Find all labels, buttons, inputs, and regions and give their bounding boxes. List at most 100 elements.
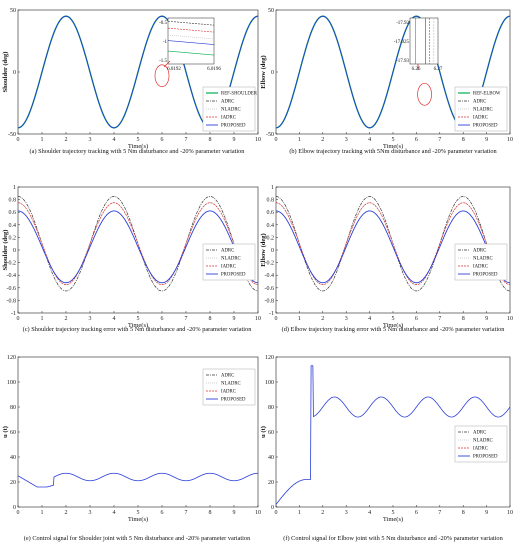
inset-y-tick-label: -17.92 [396, 21, 409, 26]
x-tick-label: 5 [392, 316, 395, 322]
y-tick-label: 0.4 [267, 223, 275, 229]
x-tick-label: 8 [462, 137, 465, 143]
y-tick-label: 0.6 [267, 210, 275, 216]
x-tick-label: 10 [507, 316, 513, 322]
legend-entry: REF-ELBOW [473, 92, 501, 97]
legend-entry: ADRC [221, 100, 234, 105]
x-axis-label: Time(s) [128, 143, 148, 150]
inset-frame [409, 17, 439, 65]
x-tick-label: 2 [65, 137, 68, 143]
zoom-marker [154, 64, 170, 88]
y-tick-label: -0.6 [7, 286, 17, 292]
y-tick-label: 0.8 [9, 198, 17, 204]
inset-series-line [167, 34, 215, 40]
chart-panel-d: 0 1 2 3 4 5 6 7 8 9 10 -1 -0.8 -0.6 -0.4 -0.2 0 0.2 0.4 0.6… [260, 185, 513, 333]
legend-entry: PROPOSED [473, 124, 498, 129]
inset-x-tick-label: 6.26 [412, 67, 421, 72]
y-axis-label: Shoulder (deg) [2, 230, 9, 271]
legend-box [202, 86, 256, 132]
x-tick-label: 8 [209, 510, 212, 516]
x-tick-label: 5 [137, 316, 140, 322]
plot-area [276, 196, 510, 292]
x-tick-label: 3 [89, 316, 92, 322]
inset-y-tick-label: -17.93 [396, 59, 409, 64]
x-tick-label: 6 [161, 510, 164, 516]
legend-entry: NLADRC [473, 257, 493, 262]
panel-caption: (f) Control signal for Elbow joint with … [283, 535, 503, 542]
x-tick-label: 10 [507, 137, 513, 143]
y-tick-label: 60 [268, 430, 274, 436]
inset-x-tick-label: 6.27 [434, 67, 443, 72]
panel-caption: (a) Shoulder trajectory tracking with 5 … [30, 148, 246, 155]
panel-caption: (d) Elbow trajectory tracking error with… [282, 326, 506, 333]
x-axis-label: Time(s) [383, 143, 403, 150]
x-tick-label: 9 [233, 137, 236, 143]
x-tick-label: 4 [113, 510, 116, 516]
legend: ADRC NLADRC IADRC PROPOSED [454, 243, 508, 281]
y-tick-label: 50 [10, 8, 16, 14]
legend-entry: ADRC [473, 100, 486, 105]
legend-entry: NLADRC [221, 257, 241, 262]
y-tick-label: 0 [271, 70, 274, 76]
x-tick-label: 4 [368, 510, 371, 516]
x-tick-label: 2 [321, 510, 324, 516]
x-tick-label: 4 [113, 137, 116, 143]
y-tick-label: 0 [13, 505, 16, 511]
series-line-iadrc [18, 202, 258, 286]
x-tick-label: 8 [209, 316, 212, 322]
inset-pointer-arrow [163, 60, 171, 68]
inset-series-line [167, 27, 215, 33]
inset-y-tick-label: -17.925 [394, 40, 410, 45]
legend: REF-SHOULDER ADRC NLADRC IADRC PROPOSED [202, 86, 258, 132]
x-tick-label: 5 [137, 510, 140, 516]
y-tick-label: -0.4 [265, 273, 275, 279]
y-tick-label: -0.6 [265, 286, 275, 292]
y-tick-label: 0 [271, 505, 274, 511]
y-tick-label: 120 [7, 355, 16, 361]
x-tick-label: 0 [275, 510, 278, 516]
y-tick-label: -50 [8, 132, 16, 138]
x-tick-label: 8 [462, 510, 465, 516]
series-line-iadrc [276, 202, 510, 286]
x-axis-label: Time(s) [128, 516, 148, 523]
y-tick-label: 60 [10, 430, 16, 436]
y-axis-label: Shoulder (deg) [2, 52, 9, 93]
y-tick-label: 0.2 [267, 235, 275, 241]
plot-area [18, 472, 258, 488]
x-tick-label: 3 [345, 510, 348, 516]
x-tick-label: 4 [368, 137, 371, 143]
x-tick-label: 2 [65, 510, 68, 516]
series-line-adrc [18, 196, 258, 292]
legend-entry: NLADRC [221, 108, 241, 113]
x-tick-label: 6 [161, 316, 164, 322]
y-tick-label: 0.2 [9, 235, 17, 241]
legend-entry: IADRC [473, 116, 488, 121]
x-tick-label: 8 [462, 316, 465, 322]
legend: ADRC NLADRC IADRC PROPOSED [202, 368, 256, 406]
chart-panel-c: 0 1 2 3 4 5 6 7 8 9 10 -1 -0.8 -0.6 -0.4 -0.2 0 0.2 0.4 0.6… [2, 185, 261, 333]
y-tick-label: 100 [7, 380, 16, 386]
inset-y-tick-label: -1 [163, 40, 168, 45]
x-tick-label: 7 [185, 510, 188, 516]
x-tick-label: 10 [255, 137, 261, 143]
y-tick-label: 40 [10, 455, 16, 461]
y-tick-label: 120 [265, 355, 274, 361]
y-tick-label: -1 [269, 311, 274, 317]
x-tick-label: 7 [438, 137, 441, 143]
y-tick-label: 1 [271, 185, 274, 191]
legend-entry: PROPOSED [221, 124, 246, 129]
x-tick-label: 7 [185, 316, 188, 322]
y-tick-label: 0 [13, 70, 16, 76]
x-tick-label: 7 [438, 510, 441, 516]
y-tick-label: -1 [11, 311, 16, 317]
y-axis-label: Elbow (deg) [260, 233, 267, 266]
inset-series-line [167, 20, 215, 26]
y-tick-label: 20 [10, 480, 16, 486]
x-tick-label: 9 [485, 316, 488, 322]
y-tick-label: 1 [13, 185, 16, 191]
legend-entry: IADRC [221, 265, 236, 270]
